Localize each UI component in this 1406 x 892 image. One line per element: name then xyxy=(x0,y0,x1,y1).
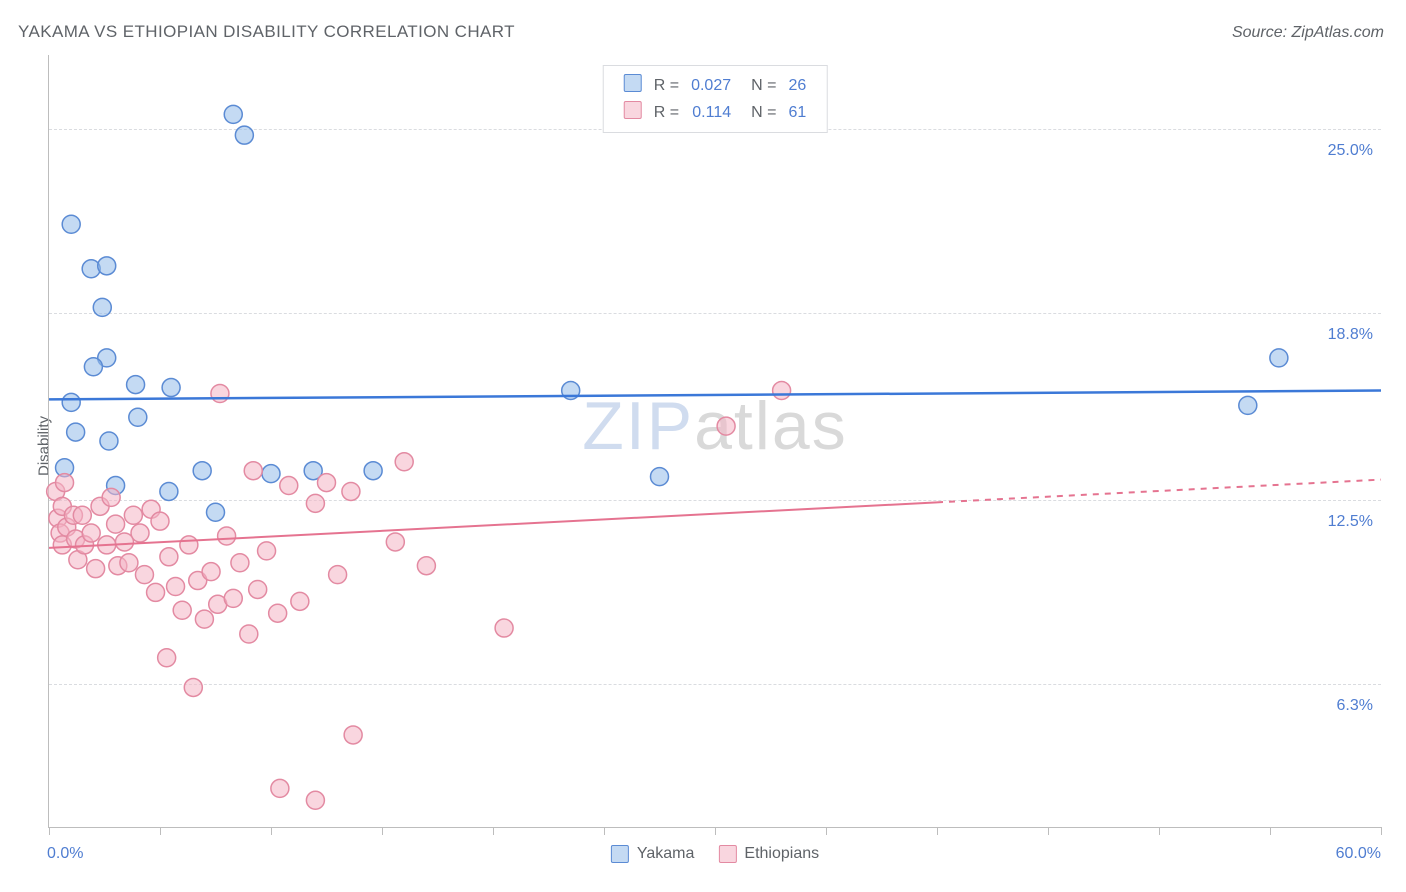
stats-legend: R =0.027N =26R =0.114N =61 xyxy=(603,65,828,133)
data-point-ethiopians xyxy=(773,382,791,400)
source-label: Source: ZipAtlas.com xyxy=(1232,24,1384,42)
x-tick xyxy=(604,827,605,835)
trend-line-dashed-ethiopians xyxy=(937,480,1381,503)
data-point-ethiopians xyxy=(269,604,287,622)
data-point-yakama xyxy=(193,462,211,480)
x-tick xyxy=(49,827,50,835)
data-point-ethiopians xyxy=(173,601,191,619)
data-point-ethiopians xyxy=(386,533,404,551)
x-tick xyxy=(382,827,383,835)
data-point-ethiopians xyxy=(102,488,120,506)
data-point-ethiopians xyxy=(417,557,435,575)
data-point-ethiopians xyxy=(202,563,220,581)
data-point-yakama xyxy=(235,126,253,144)
legend-item-ethiopians: Ethiopians xyxy=(718,845,819,863)
data-point-ethiopians xyxy=(147,583,165,601)
data-point-ethiopians xyxy=(211,384,229,402)
legend-label: Ethiopians xyxy=(744,845,819,863)
legend-swatch-icon xyxy=(611,845,629,863)
data-point-ethiopians xyxy=(717,417,735,435)
data-point-yakama xyxy=(62,215,80,233)
data-point-ethiopians xyxy=(231,554,249,572)
x-tick xyxy=(493,827,494,835)
data-point-ethiopians xyxy=(107,515,125,533)
x-tick xyxy=(1159,827,1160,835)
data-point-ethiopians xyxy=(218,527,236,545)
data-point-ethiopians xyxy=(184,678,202,696)
data-point-ethiopians xyxy=(249,580,267,598)
data-point-ethiopians xyxy=(306,494,324,512)
x-tick xyxy=(826,827,827,835)
data-point-ethiopians xyxy=(318,474,336,492)
data-point-yakama xyxy=(1270,349,1288,367)
trend-line-yakama xyxy=(49,391,1381,400)
legend-swatch-icon xyxy=(718,845,736,863)
data-point-ethiopians xyxy=(135,566,153,584)
data-point-ethiopians xyxy=(120,554,138,572)
data-point-ethiopians xyxy=(195,610,213,628)
data-point-yakama xyxy=(651,468,669,486)
data-point-yakama xyxy=(62,393,80,411)
data-point-ethiopians xyxy=(180,536,198,554)
data-point-yakama xyxy=(67,423,85,441)
data-point-ethiopians xyxy=(240,625,258,643)
data-point-ethiopians xyxy=(56,474,74,492)
data-point-yakama xyxy=(100,432,118,450)
data-point-ethiopians xyxy=(395,453,413,471)
data-point-yakama xyxy=(129,408,147,426)
data-point-yakama xyxy=(162,379,180,397)
data-point-ethiopians xyxy=(82,524,100,542)
data-point-yakama xyxy=(207,503,225,521)
data-point-ethiopians xyxy=(495,619,513,637)
x-tick xyxy=(715,827,716,835)
x-axis-max-label: 60.0% xyxy=(1336,845,1381,863)
stats-row-ethiopians: R =0.114N =61 xyxy=(618,99,813,126)
x-tick xyxy=(1381,827,1382,835)
data-point-ethiopians xyxy=(344,726,362,744)
legend-item-yakama: Yakama xyxy=(611,845,695,863)
scatter-svg xyxy=(49,55,1381,827)
x-tick xyxy=(937,827,938,835)
data-point-ethiopians xyxy=(167,577,185,595)
data-point-yakama xyxy=(127,376,145,394)
data-point-yakama xyxy=(84,358,102,376)
data-point-yakama xyxy=(364,462,382,480)
data-point-yakama xyxy=(224,105,242,123)
trend-line-ethiopians xyxy=(49,502,937,548)
data-point-ethiopians xyxy=(291,592,309,610)
data-point-ethiopians xyxy=(258,542,276,560)
series-legend: Yakama Ethiopians xyxy=(611,845,819,863)
x-tick xyxy=(271,827,272,835)
x-tick xyxy=(1270,827,1271,835)
x-tick xyxy=(1048,827,1049,835)
data-point-ethiopians xyxy=(160,548,178,566)
stats-row-yakama: R =0.027N =26 xyxy=(618,72,813,99)
data-point-ethiopians xyxy=(306,791,324,809)
data-point-yakama xyxy=(93,298,111,316)
data-point-ethiopians xyxy=(87,560,105,578)
data-point-yakama xyxy=(262,465,280,483)
data-point-ethiopians xyxy=(342,482,360,500)
data-point-ethiopians xyxy=(158,649,176,667)
data-point-ethiopians xyxy=(280,477,298,495)
data-point-ethiopians xyxy=(224,589,242,607)
data-point-yakama xyxy=(98,257,116,275)
data-point-ethiopians xyxy=(73,506,91,524)
data-point-ethiopians xyxy=(329,566,347,584)
legend-label: Yakama xyxy=(637,845,695,863)
chart-title: YAKAMA VS ETHIOPIAN DISABILITY CORRELATI… xyxy=(18,22,515,42)
data-point-ethiopians xyxy=(244,462,262,480)
data-point-ethiopians xyxy=(131,524,149,542)
data-point-ethiopians xyxy=(271,779,289,797)
data-point-ethiopians xyxy=(151,512,169,530)
data-point-ethiopians xyxy=(124,506,142,524)
x-axis-min-label: 0.0% xyxy=(47,845,83,863)
data-point-yakama xyxy=(1239,396,1257,414)
data-point-yakama xyxy=(160,482,178,500)
plot-area: 25.0%18.8%12.5%6.3% ZIPatlas R =0.027N =… xyxy=(48,55,1381,828)
x-tick xyxy=(160,827,161,835)
